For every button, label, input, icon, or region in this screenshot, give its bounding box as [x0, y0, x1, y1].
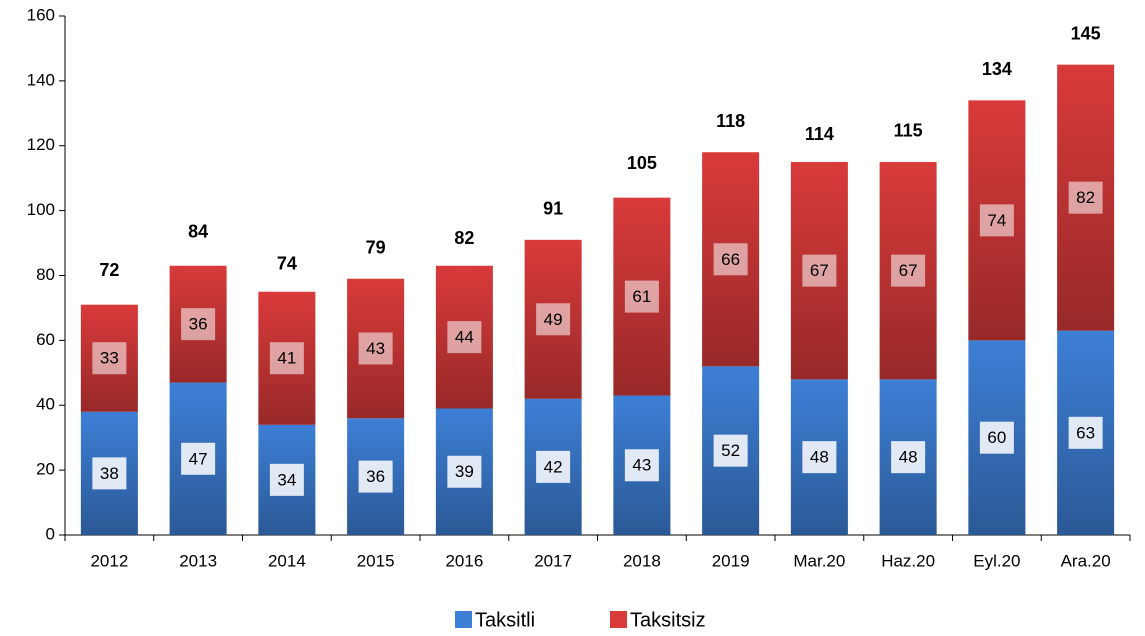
label-box [624, 280, 659, 313]
x-tick-label: 2012 [90, 551, 128, 570]
label-box [358, 332, 393, 365]
label-box [181, 442, 216, 475]
y-tick-label: 60 [36, 330, 55, 349]
label-box [713, 243, 748, 276]
label-box [713, 434, 748, 467]
segment-label: 52 [721, 441, 740, 460]
y-tick-label: 0 [46, 524, 55, 543]
segment-label: 67 [810, 261, 829, 280]
total-label: 72 [99, 260, 119, 280]
segment-label: 74 [987, 211, 1006, 230]
y-tick-label: 160 [27, 5, 55, 24]
label-box [1068, 181, 1103, 214]
label-box [802, 441, 837, 474]
label-box [802, 254, 837, 287]
segment-label: 43 [366, 339, 385, 358]
y-tick-label: 40 [36, 395, 55, 414]
label-box [92, 457, 127, 490]
segment-label: 47 [189, 449, 208, 468]
label-box [979, 421, 1014, 454]
x-tick-label: 2014 [268, 551, 306, 570]
segment-label: 43 [632, 456, 651, 475]
x-tick-label: 2015 [357, 551, 395, 570]
y-tick-label: 20 [36, 460, 55, 479]
total-label: 82 [454, 228, 474, 248]
x-tick-label: 2019 [712, 551, 750, 570]
total-label: 115 [894, 121, 923, 141]
segment-label: 66 [721, 250, 740, 269]
total-label: 105 [627, 153, 657, 173]
y-tick-label: 100 [27, 200, 55, 219]
x-tick-label: Ara.20 [1061, 551, 1111, 570]
x-tick-label: Eyl.20 [973, 551, 1020, 570]
segment-label: 82 [1076, 188, 1095, 207]
total-label: 74 [277, 254, 297, 274]
total-label: 134 [982, 59, 1012, 79]
segment-label: 48 [899, 448, 918, 467]
label-box [92, 342, 127, 375]
x-tick-label: 2017 [534, 551, 572, 570]
y-tick-label: 80 [36, 265, 55, 284]
label-box [624, 449, 659, 482]
segment-label: 38 [100, 464, 119, 483]
label-box [891, 441, 926, 474]
label-box [269, 342, 304, 375]
label-box [447, 455, 482, 488]
segment-label: 63 [1076, 423, 1095, 442]
segment-label: 49 [544, 310, 563, 329]
legend-label: Taksitli [475, 609, 535, 631]
segment-label: 44 [455, 328, 474, 347]
total-label: 91 [543, 199, 563, 219]
label-box [358, 460, 393, 493]
label-box [1068, 416, 1103, 449]
label-box [181, 308, 216, 341]
x-tick-label: Haz.20 [881, 551, 935, 570]
segment-label: 60 [987, 428, 1006, 447]
y-tick-label: 120 [27, 135, 55, 154]
label-box [269, 463, 304, 496]
segment-label: 67 [899, 261, 918, 280]
y-tick-label: 140 [27, 70, 55, 89]
total-label: 79 [366, 237, 386, 257]
segment-label: 41 [277, 349, 296, 368]
segment-label: 39 [455, 462, 474, 481]
segment-label: 34 [277, 470, 296, 489]
label-box [447, 321, 482, 354]
label-box [536, 450, 571, 483]
label-box [979, 204, 1014, 237]
total-label: 145 [1071, 23, 1101, 43]
x-tick-label: 2013 [179, 551, 217, 570]
total-label: 84 [188, 221, 208, 241]
total-label: 118 [716, 111, 745, 131]
label-box [891, 254, 926, 287]
legend-swatch [610, 611, 627, 628]
segment-label: 61 [632, 287, 651, 306]
x-tick-label: 2018 [623, 551, 661, 570]
segment-label: 42 [544, 457, 563, 476]
total-label: 114 [805, 124, 834, 144]
legend-label: Taksitsiz [630, 609, 706, 631]
label-box [536, 303, 571, 336]
segment-label: 36 [189, 315, 208, 334]
segment-label: 36 [366, 467, 385, 486]
x-tick-label: Mar.20 [793, 551, 845, 570]
legend-swatch [455, 611, 472, 628]
segment-label: 33 [100, 349, 119, 368]
x-tick-label: 2016 [445, 551, 483, 570]
segment-label: 48 [810, 448, 829, 467]
